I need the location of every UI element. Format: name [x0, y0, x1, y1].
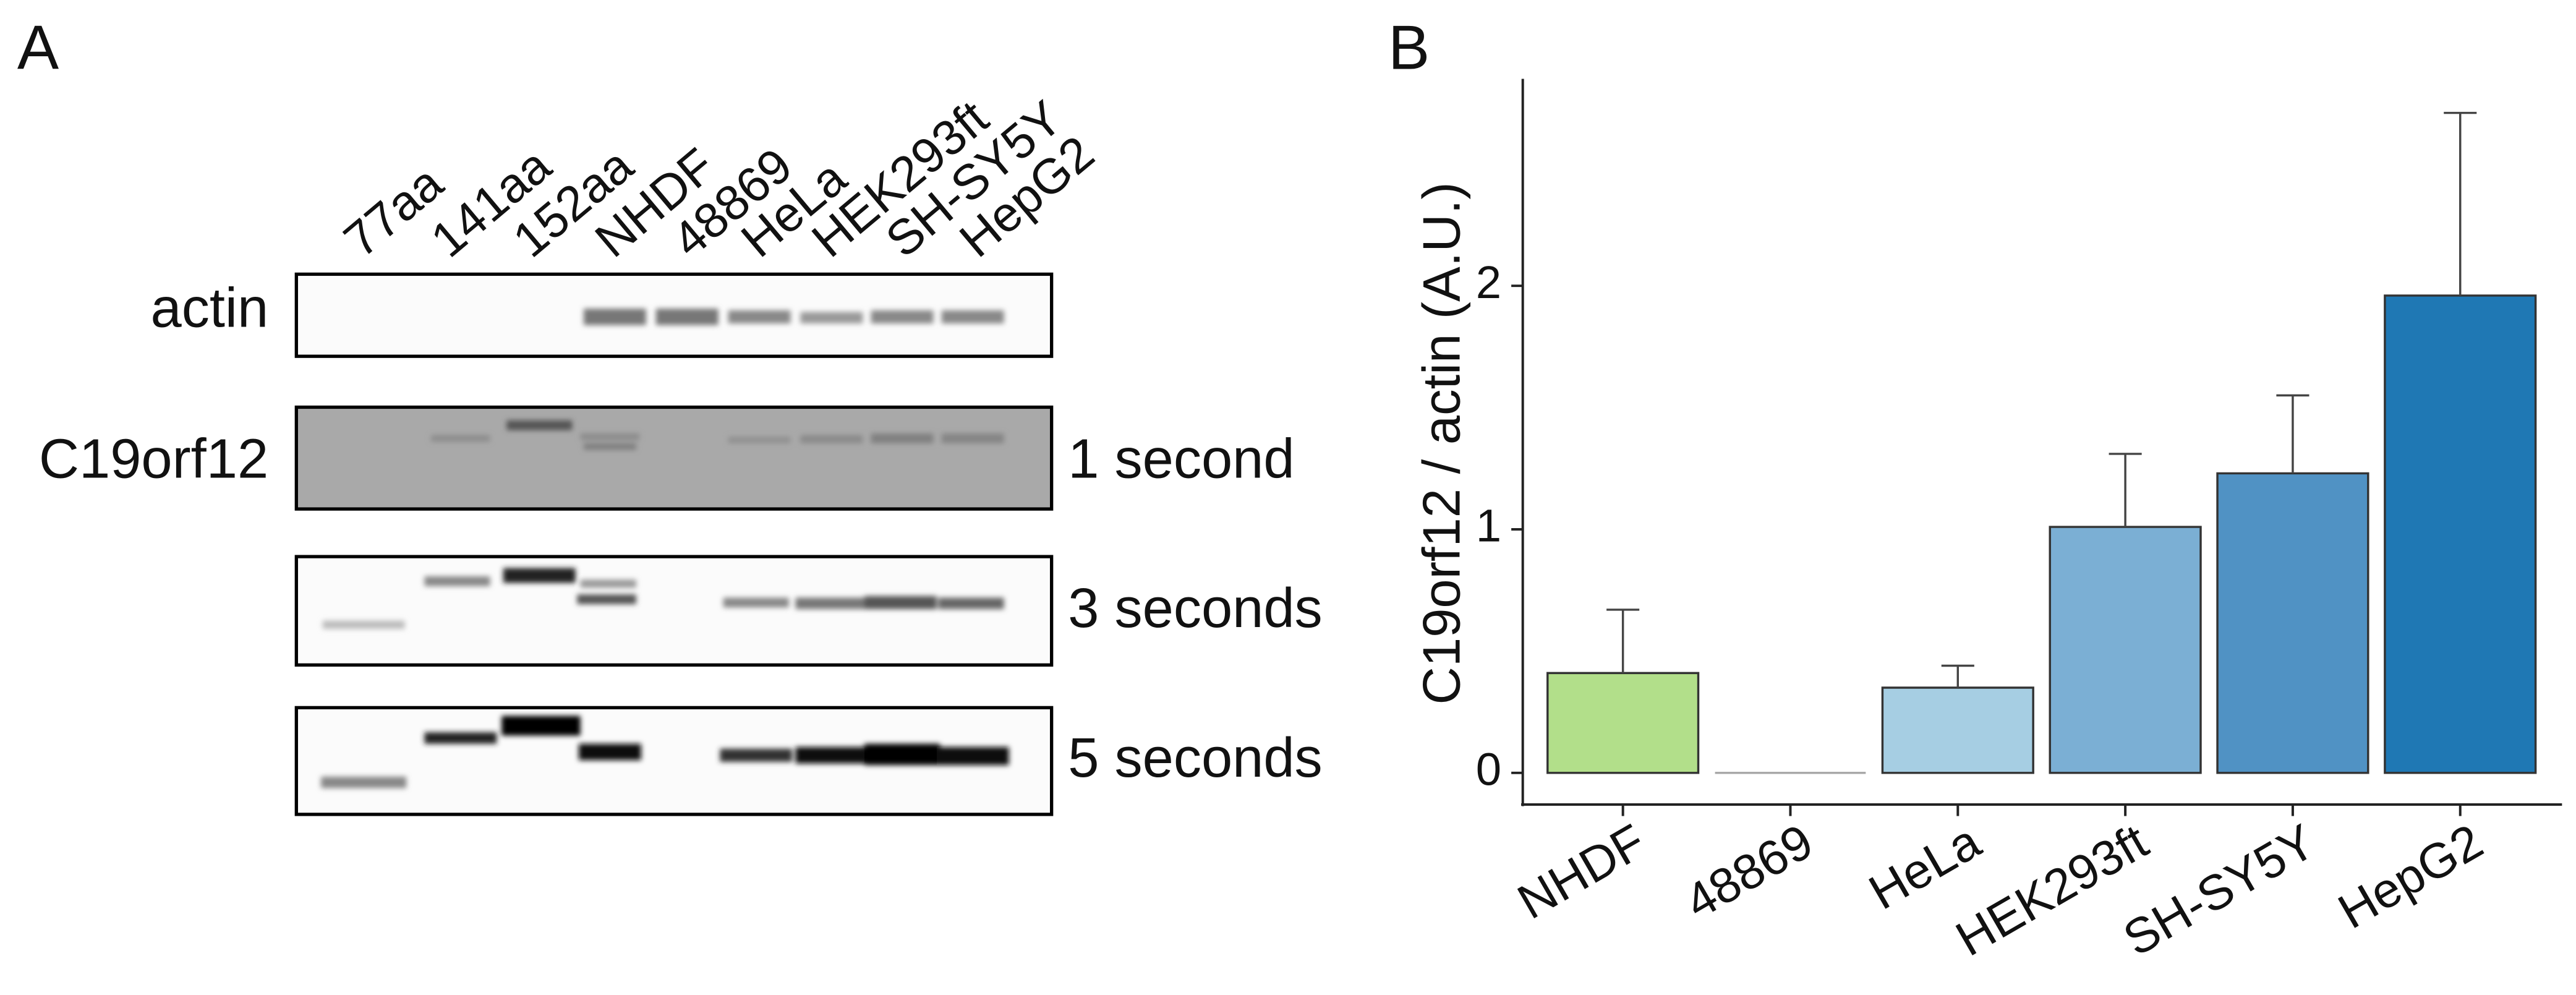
bar	[2216, 472, 2369, 774]
panel-label: A	[17, 14, 59, 83]
y-tick-label: 0	[1476, 743, 1501, 795]
y-axis-label: C19orf12 / actin (A.U.)	[1412, 182, 1471, 704]
blot	[294, 272, 1054, 816]
bar	[2049, 526, 2202, 774]
exposure-label: 1 second	[1068, 428, 1294, 490]
lane-labels: 77aa141aa152aaNHDF48869HeLaHEK293ftSH-SY…	[333, 90, 1104, 267]
y-tick-label: 1	[1476, 500, 1501, 552]
lane-label: 77aa	[333, 155, 453, 268]
x-tick-label: HEK293ft	[1947, 813, 2157, 967]
x-tick-label: 48869	[1676, 813, 1822, 929]
row-label: actin	[151, 276, 269, 339]
bar	[1881, 686, 2034, 774]
y-tick-label: 2	[1476, 257, 1501, 308]
bar	[1546, 672, 1700, 774]
x-tick-label: HepG2	[2329, 813, 2492, 939]
row-label: C19orf12	[39, 428, 268, 490]
exposure-label: 5 seconds	[1068, 727, 1322, 789]
bar	[2384, 294, 2537, 774]
exposure-label: 3 seconds	[1068, 577, 1322, 639]
x-tick-label: HeLa	[1860, 813, 1990, 920]
panel-label: B	[1388, 14, 1430, 83]
x-tick-label: NHDF	[1508, 813, 1654, 929]
x-tick-label: SH-SY5Y	[2114, 813, 2324, 966]
